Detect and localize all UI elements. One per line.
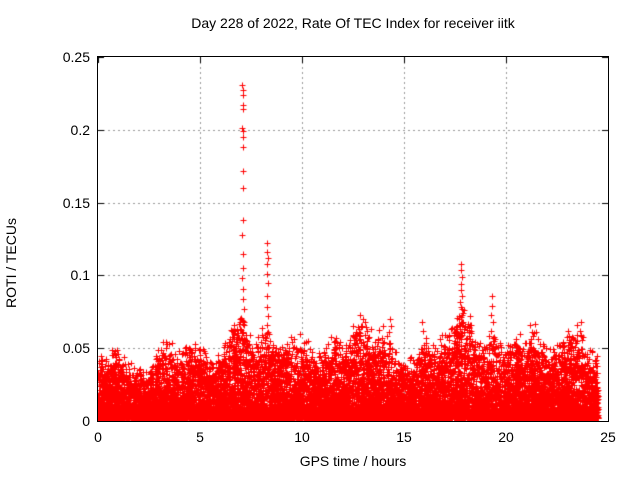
- y-axis-label: ROTI / TECUs: [3, 218, 19, 308]
- x-tick-label: 20: [498, 429, 514, 445]
- scatter-canvas: [98, 57, 608, 421]
- y-tick-label: 0.2: [70, 121, 90, 138]
- x-tick-label: 15: [396, 429, 412, 445]
- x-tick-label: 25: [600, 429, 616, 445]
- x-tick-label: 10: [294, 429, 310, 445]
- plot-area: [97, 56, 609, 422]
- x-tick-label: 5: [196, 429, 204, 445]
- y-tick-label: 0.25: [62, 49, 90, 65]
- y-tick-label: 0.15: [62, 194, 90, 211]
- y-tick-label: 0.1: [70, 267, 90, 284]
- chart-title: Day 228 of 2022, Rate Of TEC Index for r…: [191, 15, 515, 31]
- x-axis-label: GPS time / hours: [299, 453, 407, 469]
- y-tick-label: 0.05: [62, 340, 90, 357]
- y-tick-label: 0: [82, 413, 90, 429]
- x-tick-label: 0: [94, 429, 102, 445]
